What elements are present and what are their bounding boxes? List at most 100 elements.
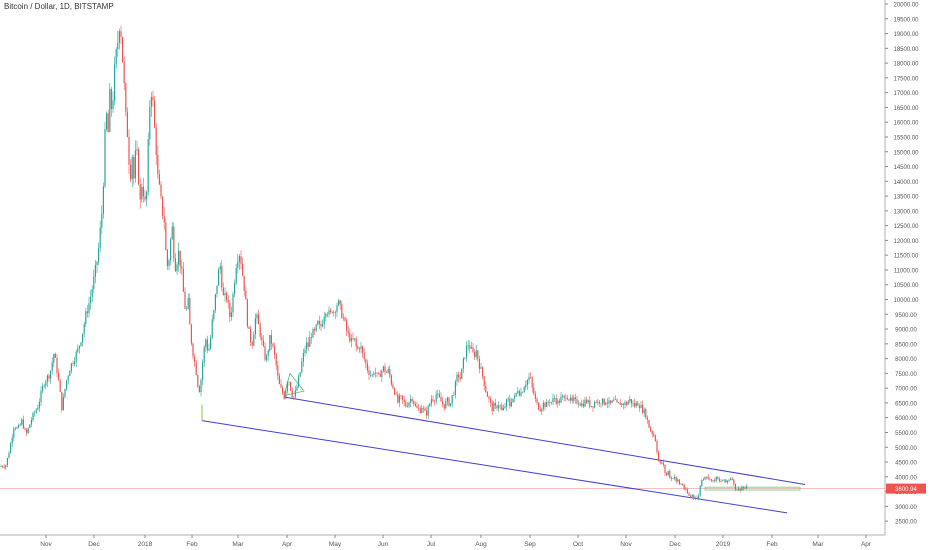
candle-body [264,346,266,360]
candle-body [398,395,400,403]
candle-body [230,312,232,317]
candle-body [253,334,255,346]
y-tick-label: 18500.00 [893,47,919,53]
candle-body [238,256,240,262]
y-tick-label: 3000.00 [895,505,917,511]
candle-body [170,239,172,261]
y-tick-label: 9000.00 [895,328,917,334]
candle-body [269,335,271,351]
candle-body [469,345,471,349]
candle-body [371,374,373,376]
candle-body [514,395,516,399]
candle-body [282,387,284,394]
candle-body [64,388,66,398]
candle-body [690,495,692,497]
x-tick-label: Dec [669,541,681,548]
candle-body [190,324,192,344]
candle-body [174,258,176,272]
candle-body [634,403,636,407]
candle-body [674,476,676,479]
candle-body [627,401,629,405]
candle-body [384,366,386,373]
y-tick-label: 4500.00 [895,461,917,467]
candle-body [651,431,653,435]
candle-body [390,375,392,385]
candle-body [496,405,498,409]
candle-body [656,441,658,453]
candle-body [710,479,712,481]
y-tick-label: 16000.00 [893,121,919,127]
candle-body [58,373,60,381]
y-tick-label: 20000.00 [893,3,919,9]
candle-body [293,396,295,398]
x-tick-label: May [329,541,342,548]
candle-body [434,400,436,402]
candle-body [294,390,296,397]
candle-body [659,460,661,464]
candle-body [461,368,463,379]
candle-body [565,397,567,399]
candle-body [162,196,164,217]
candle-body [640,405,642,409]
candle-body [694,497,696,499]
candle-body [341,304,343,318]
candle-body [675,476,677,482]
candle-body [445,401,447,409]
candle-body [698,495,700,499]
candle-body [144,196,146,200]
candle-body [347,330,349,333]
candle-body [597,401,599,403]
x-tick-label: Jun [378,541,389,548]
candle-body [133,157,135,179]
candle-body [221,266,223,288]
candle-body [686,489,688,494]
candle-body [589,400,591,407]
candle-body [19,424,21,426]
candle-body [403,399,405,403]
candle-body [494,403,496,406]
candle-body [394,388,396,395]
x-tick-label: Feb [766,541,778,548]
candle-body [245,290,247,300]
candle-body [510,402,512,407]
candle-body [608,400,610,404]
candle-body [74,361,76,365]
candle-body [322,324,324,327]
candle-body [706,476,708,478]
y-tick-label: 10000.00 [893,298,919,304]
candle-body [14,428,16,430]
candle-body [13,428,15,438]
candle-body [323,317,325,325]
candle-body [570,397,572,401]
candle-body [587,400,589,403]
candle-body [397,394,399,403]
candle-body [275,354,277,366]
candle-body [677,479,679,482]
candle-body [142,186,144,197]
candle-body [480,367,482,369]
candle-body [202,362,204,380]
candle-body [93,276,95,290]
candle-body [530,377,532,378]
candle-body [200,379,202,393]
candle-body [600,403,602,405]
candle-body [338,300,340,306]
candle-body [168,260,170,266]
candle-body [635,402,637,407]
candle-body [94,264,96,277]
y-tick-label: 11500.00 [894,254,919,260]
candle-body [411,398,413,402]
candle-body [736,489,738,491]
candle-body [80,342,82,346]
candle-body [46,375,48,382]
y-tick-label: 17000.00 [893,91,919,97]
candle-body [22,419,24,429]
candle-body [550,402,552,403]
candle-body [146,191,148,200]
candle-body [195,361,197,376]
candle-body [72,363,74,365]
x-tick-label: Mar [812,541,824,548]
candle-body [704,476,706,480]
candle-body [187,297,189,309]
